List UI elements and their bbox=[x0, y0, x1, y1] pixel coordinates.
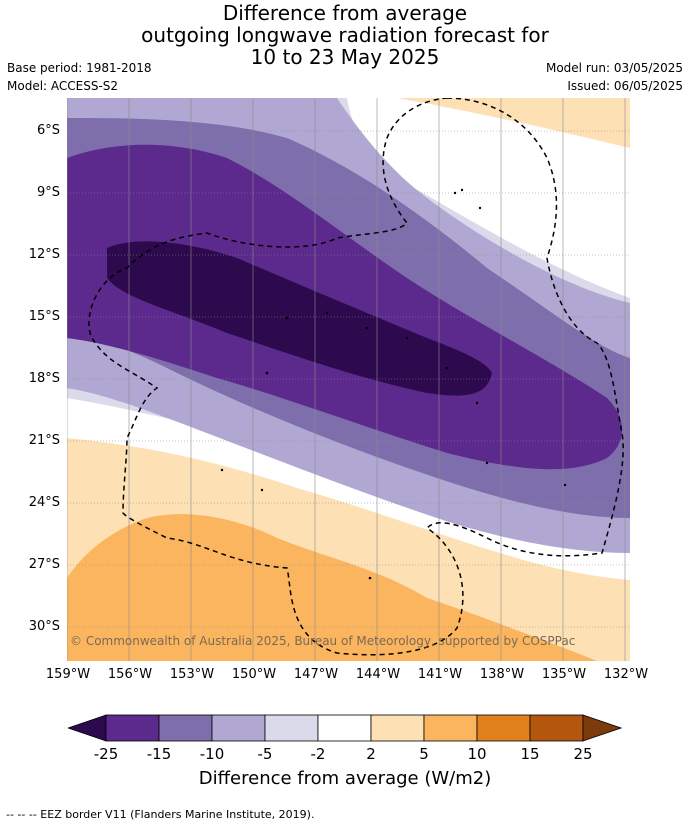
lon-label: 132°W bbox=[603, 667, 649, 682]
lon-label: 144°W bbox=[355, 667, 401, 682]
anomaly-map bbox=[67, 98, 630, 661]
title-line-3: 10 to 23 May 2025 bbox=[250, 45, 440, 69]
lon-label: 147°W bbox=[293, 667, 339, 682]
eez-footnote: -- -- -- EEZ border V11 (Flanders Marine… bbox=[6, 808, 315, 821]
colorbar-tick: -15 bbox=[146, 745, 172, 763]
lat-label: 27°S bbox=[28, 557, 60, 572]
model-name: Model: ACCESS-S2 bbox=[7, 79, 119, 93]
lat-label: 9°S bbox=[36, 185, 60, 200]
meta-right: Model run: 03/05/2025 Issued: 06/05/2025 bbox=[546, 59, 683, 95]
lon-label: 138°W bbox=[479, 667, 525, 682]
colorbar-bin bbox=[476, 714, 531, 742]
colorbar-tick: -5 bbox=[257, 745, 273, 763]
base-period: Base period: 1981-2018 bbox=[7, 61, 152, 75]
grid bbox=[67, 130, 630, 628]
colorbar-tick: 2 bbox=[366, 745, 376, 763]
colorbar-tick: 10 bbox=[467, 745, 487, 763]
colorbar-bin bbox=[211, 714, 266, 742]
colorbar-tick: 5 bbox=[419, 745, 429, 763]
colorbar-bin bbox=[105, 714, 160, 742]
copyright-note: © Commonwealth of Australia 2025, Bureau… bbox=[70, 634, 576, 648]
band-pos-top bbox=[397, 98, 630, 148]
eez-border bbox=[88, 98, 624, 656]
band-neg-core bbox=[107, 241, 492, 396]
title-line-2: outgoing longwave radiation forecast for bbox=[141, 23, 549, 47]
band-pos-5-10 bbox=[67, 514, 597, 661]
colorbar-min-arrow bbox=[68, 714, 107, 742]
model-run: Model run: 03/05/2025 bbox=[545, 61, 683, 75]
lat-label: 18°S bbox=[28, 371, 60, 386]
colorbar-title: Difference from average (W/m2) bbox=[198, 768, 492, 789]
colorbar-max-arrow bbox=[582, 714, 622, 742]
colorbar-bin bbox=[317, 714, 372, 742]
grid-lon bbox=[67, 98, 626, 661]
islands bbox=[220, 188, 567, 580]
colorbar-bin bbox=[158, 714, 213, 742]
lat-label: 21°S bbox=[28, 433, 60, 448]
lat-label: 15°S bbox=[28, 309, 60, 324]
colorbar-bin bbox=[264, 714, 319, 742]
meta-left: Base period: 1981-2018 Model: ACCESS-S2 bbox=[7, 59, 152, 95]
colorbar bbox=[68, 714, 622, 742]
lon-label: 159°W bbox=[45, 667, 91, 682]
colorbar-bin bbox=[370, 714, 425, 742]
colorbar-tick: -10 bbox=[199, 745, 225, 763]
lon-label: 135°W bbox=[541, 667, 587, 682]
lon-label: 153°W bbox=[169, 667, 215, 682]
lat-label: 6°S bbox=[36, 123, 60, 138]
colorbar-tick: 15 bbox=[520, 745, 540, 763]
lat-label: 30°S bbox=[28, 619, 60, 634]
lat-label: 12°S bbox=[28, 247, 60, 262]
lon-label: 156°W bbox=[107, 667, 153, 682]
colorbar-bin bbox=[423, 714, 478, 742]
lat-label: 24°S bbox=[28, 495, 60, 510]
lon-label: 150°W bbox=[231, 667, 277, 682]
issued-date: Issued: 06/05/2025 bbox=[567, 79, 683, 93]
colorbar-tick: -2 bbox=[310, 745, 326, 763]
map-title: Difference from average outgoing longwav… bbox=[0, 2, 690, 68]
colorbar-bin bbox=[529, 714, 584, 742]
title-line-1: Difference from average bbox=[222, 1, 468, 25]
colorbar-tick: -25 bbox=[93, 745, 119, 763]
lon-label: 141°W bbox=[417, 667, 463, 682]
colorbar-tick: 25 bbox=[573, 745, 593, 763]
band-neutral-ne bbox=[347, 98, 630, 298]
